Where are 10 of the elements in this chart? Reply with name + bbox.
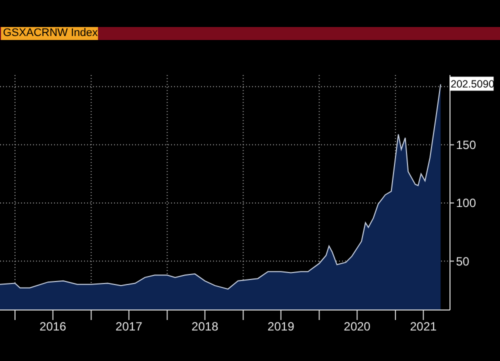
- x-tick-label: 2019: [268, 320, 295, 334]
- chart-title: GSXACRNW Index: [1, 27, 98, 40]
- x-tick-label: 2020: [344, 320, 371, 334]
- x-tick-label: 2016: [40, 320, 67, 334]
- y-tick-label: 150: [456, 138, 476, 152]
- x-tick-label: 2018: [192, 320, 219, 334]
- x-tick-label: 2017: [116, 320, 143, 334]
- y-tick-label: 100: [456, 196, 476, 210]
- x-tick-label: 2021: [410, 320, 438, 334]
- y-tick-label: 50: [456, 254, 470, 268]
